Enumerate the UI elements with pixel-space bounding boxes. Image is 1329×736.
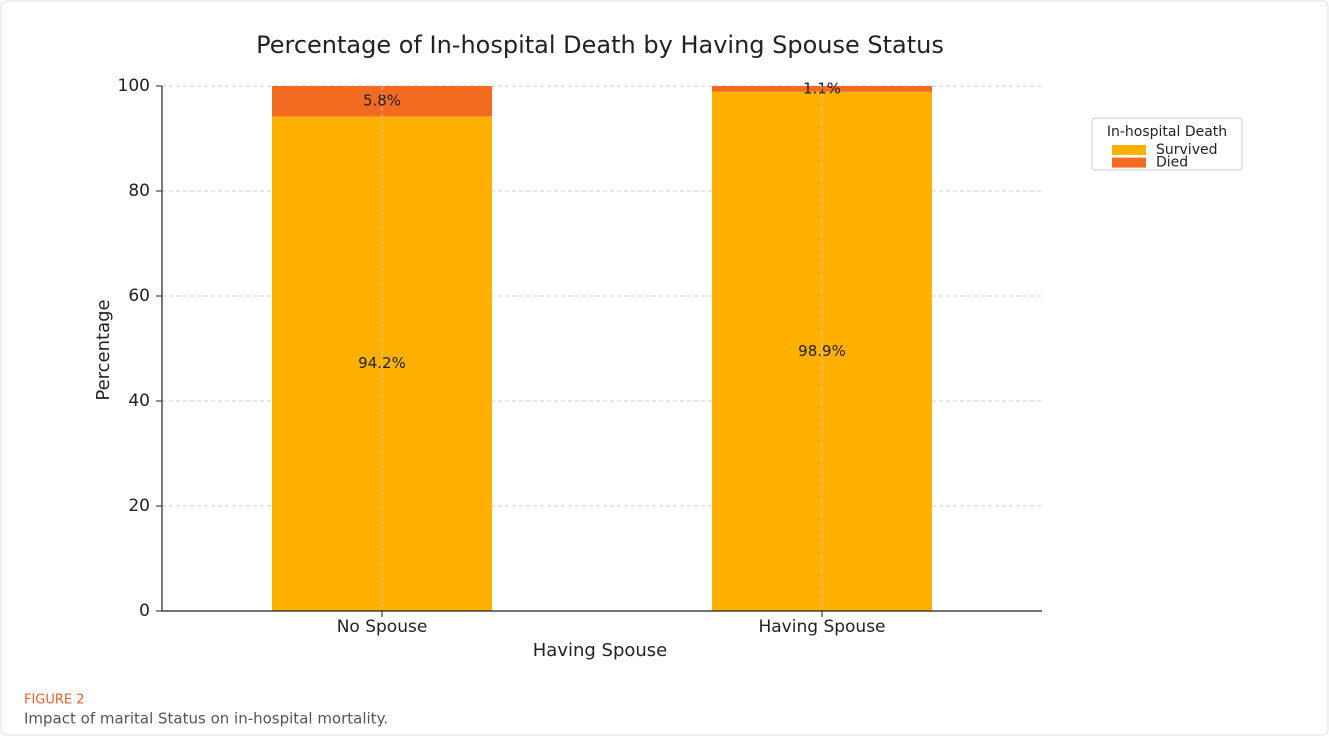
legend-label: Survived (1156, 142, 1217, 158)
figure-label: FIGURE 2 (24, 693, 85, 708)
y-axis-label: Percentage (93, 299, 114, 400)
x-tick-label: No Spouse (337, 617, 428, 637)
x-axis-label: Having Spouse (533, 640, 668, 661)
legend-swatch (1112, 145, 1146, 155)
x-tick-label: Having Spouse (758, 617, 885, 637)
legend-box (1091, 117, 1243, 171)
y-tick-label: 100 (118, 76, 150, 96)
chart-title: Percentage of In-hospital Death by Havin… (256, 31, 944, 59)
y-tick-label: 60 (128, 286, 150, 306)
caption: Impact of marital Status on in-hospital … (24, 710, 388, 728)
legend-title: In-hospital Death (1107, 124, 1227, 140)
value-label: 98.9% (798, 342, 846, 360)
y-tick-label: 0 (139, 601, 150, 621)
legend-label: Died (1156, 155, 1188, 171)
y-tick-label: 40 (128, 391, 150, 411)
y-tick-label: 20 (128, 496, 150, 516)
legend-swatch (1112, 157, 1146, 168)
y-tick-label: 80 (128, 181, 150, 201)
value-label: 94.2% (358, 354, 406, 372)
